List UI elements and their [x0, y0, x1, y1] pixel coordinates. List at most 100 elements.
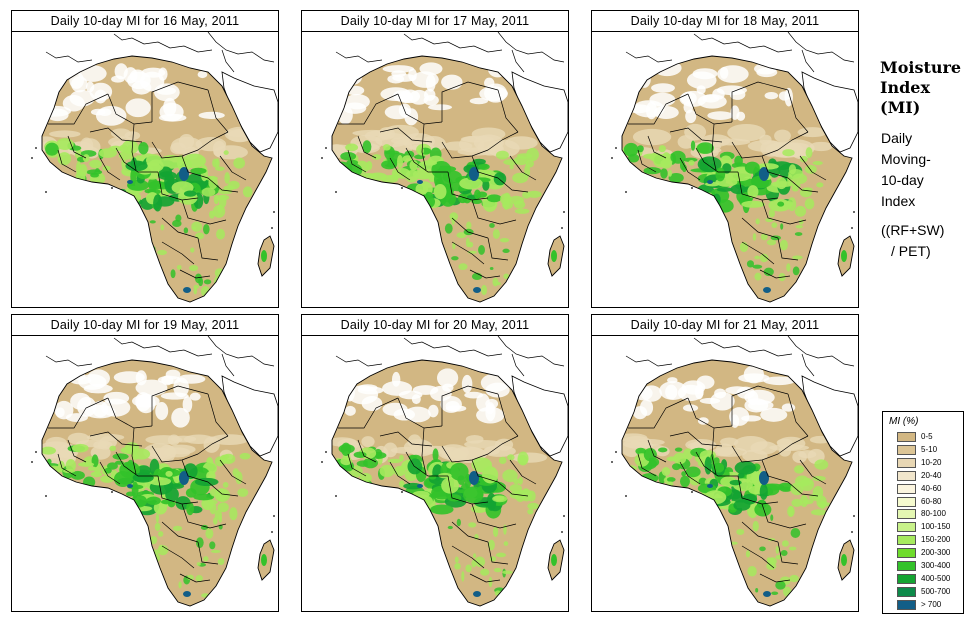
- island: [35, 451, 37, 453]
- island: [563, 515, 565, 517]
- wet-patch: [788, 505, 794, 517]
- sahel-patch: [473, 134, 504, 152]
- desert-patch: [716, 85, 747, 96]
- wet-patch: [493, 526, 499, 538]
- wet-patch: [794, 465, 805, 474]
- wet-patch: [42, 479, 58, 486]
- wet-patch: [125, 491, 136, 497]
- wet-patch: [768, 209, 775, 218]
- coastline: [693, 337, 793, 357]
- desert-patch: [141, 67, 166, 78]
- wet-patch: [526, 147, 539, 162]
- wet-patch: [733, 499, 751, 511]
- coastline: [497, 32, 565, 63]
- desert-patch: [62, 95, 85, 112]
- coastline: [221, 49, 235, 73]
- island: [35, 147, 37, 149]
- sahel-patch: [178, 133, 195, 149]
- desert-patch: [136, 393, 156, 414]
- sahel-patch: [713, 138, 751, 146]
- wet-patch: [771, 222, 778, 228]
- country-border: [679, 461, 701, 485]
- wet-patch: [213, 517, 218, 525]
- wet-patch: [674, 447, 683, 452]
- wet-patch: [205, 528, 214, 539]
- panel-title: Daily 10-day MI for 16 May, 2011: [11, 10, 279, 32]
- africa-coastline: [621, 359, 853, 607]
- sahel-patch: [212, 140, 226, 158]
- sahel-patch: [622, 436, 652, 449]
- wet-patch: [755, 218, 760, 225]
- wet-patch: [430, 504, 454, 515]
- wet-patch: [495, 150, 509, 160]
- coastline: [221, 353, 235, 377]
- wet-patch: [792, 266, 800, 276]
- wet-patch: [363, 457, 379, 469]
- country-border: [741, 217, 779, 239]
- country-border: [637, 453, 657, 477]
- country-border: [179, 573, 211, 583]
- wet-patch: [759, 253, 769, 263]
- desert-patch: [98, 108, 112, 117]
- wet-patch: [794, 286, 800, 297]
- sahel-patch: [67, 432, 90, 445]
- wet-patch: [172, 219, 182, 228]
- coastline: [45, 51, 93, 63]
- country-border: [405, 147, 448, 173]
- desert-patch: [94, 89, 107, 104]
- country-border: [151, 81, 209, 122]
- wet-patch: [158, 531, 164, 537]
- wet-patch: [362, 140, 372, 154]
- coastline: [511, 49, 525, 73]
- wet-patch: [498, 456, 507, 465]
- country-border: [509, 155, 537, 181]
- wet-patch: [192, 226, 197, 230]
- wet-patch: [121, 157, 126, 169]
- wet-patch: [744, 161, 760, 174]
- country-border: [57, 453, 77, 477]
- island: [853, 211, 855, 213]
- legend-item: 100-150: [897, 521, 959, 533]
- wet-patch: [451, 256, 459, 261]
- wet-patch: [488, 539, 495, 551]
- desert-patch: [639, 399, 654, 416]
- wet-spot: [179, 471, 189, 485]
- wet-patch: [522, 191, 531, 199]
- country-border: [777, 541, 799, 565]
- coastline: [403, 337, 503, 357]
- wet-patch: [755, 588, 759, 593]
- country-border: [469, 269, 501, 279]
- wet-patch: [633, 173, 641, 182]
- desert-patch: [659, 381, 687, 400]
- wet-patch: [452, 242, 456, 250]
- wet-patch: [345, 143, 359, 152]
- wet-patch: [509, 484, 522, 493]
- wet-patch: [779, 486, 793, 492]
- wet-patch: [499, 237, 510, 243]
- wet-patch: [154, 522, 161, 532]
- desert-patch: [699, 397, 721, 404]
- wet-patch: [196, 562, 201, 566]
- legend-label: 200-300: [921, 548, 951, 558]
- wet-patch: [666, 456, 678, 462]
- wet-patch: [459, 177, 483, 190]
- sahel-patch: [711, 447, 748, 457]
- island: [45, 191, 47, 193]
- legend-item: 400-500: [897, 573, 959, 585]
- wet-patch: [190, 247, 195, 253]
- sahel-patch: [383, 124, 419, 140]
- desert-patch: [645, 101, 658, 120]
- country-border: [347, 149, 367, 173]
- wet-patch: [747, 565, 757, 577]
- country-border: [487, 435, 519, 455]
- wet-patch: [216, 228, 226, 240]
- wet-patch: [512, 172, 529, 184]
- desert-patch: [428, 104, 453, 111]
- desert-patch: [125, 98, 151, 118]
- wet-patch: [509, 164, 514, 170]
- country-border: [421, 427, 427, 475]
- island: [401, 187, 403, 189]
- wet-patch: [502, 248, 510, 254]
- wet-patch: [681, 471, 687, 477]
- country-border: [777, 131, 809, 151]
